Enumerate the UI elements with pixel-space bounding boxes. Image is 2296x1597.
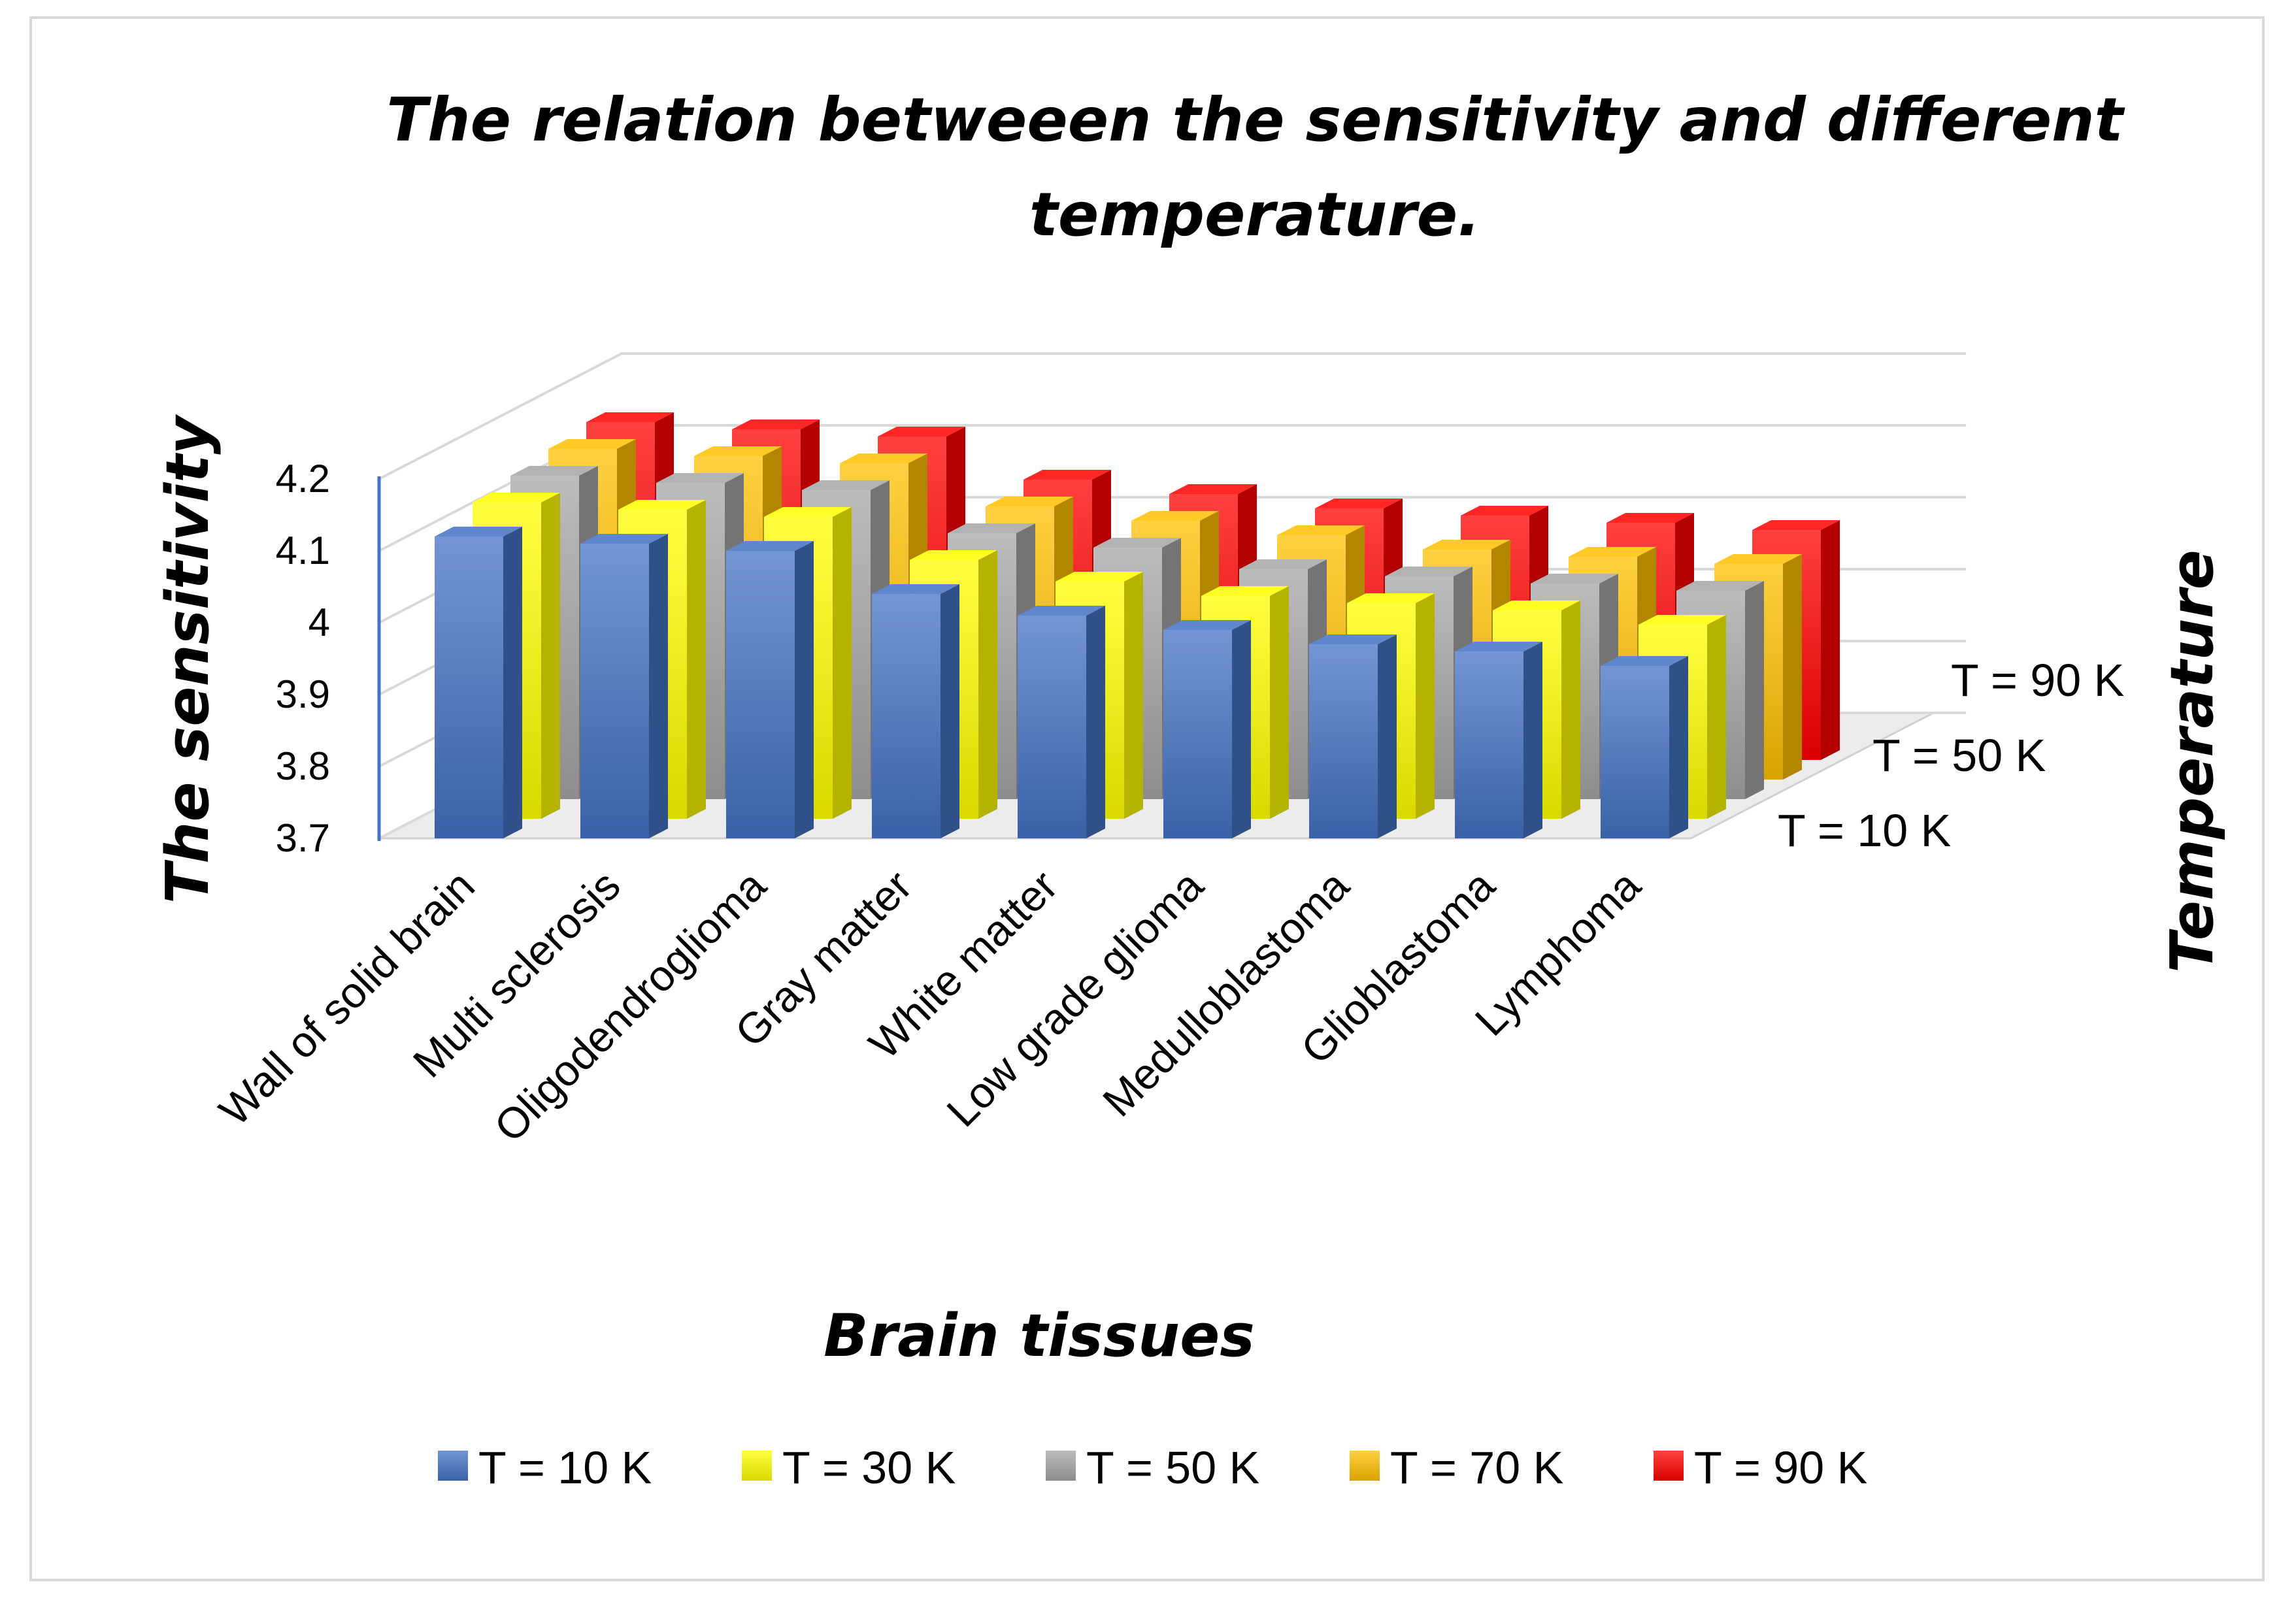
bar [1018,606,1105,838]
bar [1309,634,1397,838]
legend-item: T = 90 K [1654,1442,1867,1493]
legend-swatch [742,1451,772,1481]
legend-label: T = 90 K [1694,1442,1867,1493]
bar [580,534,668,838]
bar [1601,656,1688,838]
depth-label: T = 90 K [1951,655,2124,706]
x-tick-label: Low grade glioma [937,861,1212,1136]
depth-label: T = 50 K [1872,730,2046,781]
y-tick-label: 4 [308,601,330,644]
legend-item: T = 50 K [1046,1442,1259,1493]
legend-swatch [438,1451,468,1481]
chart-bars [435,412,1840,838]
bar [726,541,814,838]
gridline [378,352,1967,480]
legend-label: T = 70 K [1390,1442,1563,1493]
y-tick-label: 3.8 [276,744,330,788]
y-axis-title: The sensitivity [154,414,222,904]
x-tick-label: Medulloblastoma [1093,861,1358,1125]
bar [872,584,959,838]
legend-swatch [1350,1451,1380,1481]
depth-axis-title: Temperature [2158,550,2227,973]
legend-label: T = 50 K [1086,1442,1259,1493]
legend-swatch [1654,1451,1684,1481]
chart-title: The relation betweeen the sensitivity an… [386,85,2125,155]
x-axis-title: Brain tissues [824,1302,1255,1370]
legend-item: T = 30 K [742,1442,956,1493]
y-tick-label: 3.7 [276,816,330,860]
y-tick-label: 4.2 [276,457,330,501]
legend-item: T = 10 K [438,1442,652,1493]
depth-label: T = 10 K [1778,805,1951,856]
bar [1455,642,1542,838]
bar [435,527,522,838]
bar [1163,620,1251,838]
y-tick-label: 3.9 [276,672,330,716]
chart-title-line2: temperature. [1029,180,1480,250]
legend-item: T = 70 K [1350,1442,1563,1493]
legend: T = 10 K T = 30 K T = 50 K T = 70 K T = 90 K [438,1442,1867,1493]
y-tick-label: 4.1 [276,529,330,572]
legend-label: T = 30 K [782,1442,956,1493]
legend-swatch [1046,1451,1076,1481]
x-tick-label: Oligodendroglioma [485,861,775,1151]
legend-label: T = 10 K [478,1442,652,1493]
y-tick-labels: 3.7 3.8 3.9 4 4.1 4.2 [276,457,330,860]
depth-labels: T = 10 K T = 50 K T = 90 K [1778,655,2124,856]
x-tick-label: Wall of solid brain [210,861,484,1135]
